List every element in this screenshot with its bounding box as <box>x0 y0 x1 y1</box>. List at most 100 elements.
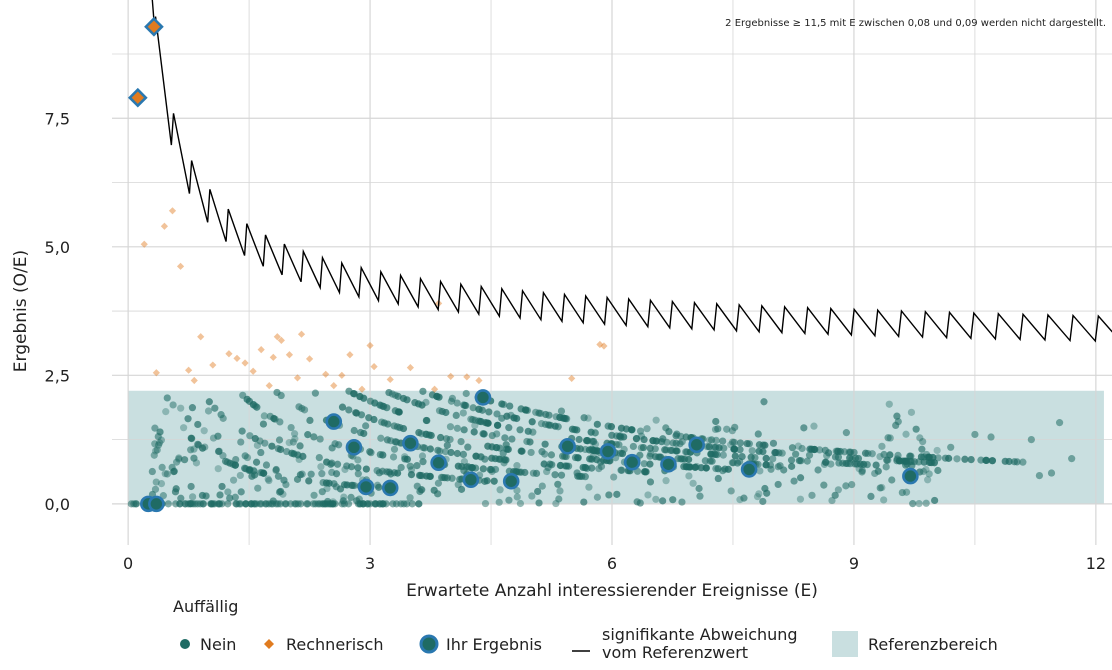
nein-point <box>349 481 357 490</box>
nein-point <box>172 500 180 508</box>
line-icon <box>572 650 590 652</box>
nein-point <box>256 437 264 445</box>
ihr-ergebnis-point <box>357 478 375 496</box>
nein-point <box>987 433 995 441</box>
legend-label-nein: Nein <box>200 634 237 654</box>
nein-point <box>886 451 894 459</box>
nein-point <box>731 423 739 431</box>
nein-point <box>481 419 489 427</box>
nein-point <box>347 463 356 471</box>
nein-point <box>481 455 489 463</box>
nein-point <box>552 413 560 421</box>
nein-point <box>610 473 618 481</box>
rechnerisch-point <box>322 370 330 378</box>
ihr-ergebnis-point <box>127 87 148 108</box>
nein-point <box>454 462 462 470</box>
nein-point <box>521 468 529 477</box>
nein-point <box>967 456 975 464</box>
nein-point <box>397 500 405 508</box>
rechnerisch-point <box>197 333 205 341</box>
nein-point <box>304 431 312 439</box>
nein-point <box>448 474 456 482</box>
nein-point <box>265 476 273 485</box>
rechnerisch-point <box>568 374 576 383</box>
nein-point <box>555 495 563 503</box>
nein-point <box>247 500 255 508</box>
nein-point <box>338 403 347 411</box>
nein-point <box>529 428 537 436</box>
nein-point <box>755 490 763 498</box>
nein-point <box>571 453 580 462</box>
nein-point <box>387 470 395 478</box>
nein-point <box>241 452 249 460</box>
rechnerisch-point <box>297 330 306 338</box>
nein-point <box>659 435 667 443</box>
nein-point <box>446 423 455 431</box>
nein-point <box>200 427 208 435</box>
ihr-ergebnis-point <box>599 443 617 460</box>
nein-point <box>316 435 324 443</box>
nein-point <box>434 479 443 487</box>
nein-point <box>763 489 771 497</box>
nein-point <box>202 492 210 500</box>
nein-point <box>257 448 265 457</box>
nein-point <box>605 491 613 499</box>
nein-point <box>794 442 802 450</box>
nein-point <box>714 474 722 483</box>
nein-point <box>668 446 676 455</box>
nein-point <box>396 423 404 432</box>
nein-point <box>435 407 444 415</box>
nein-point <box>354 464 362 472</box>
nein-point <box>686 463 694 471</box>
nein-point <box>380 419 388 427</box>
nein-point <box>591 440 600 448</box>
rechnerisch-point <box>233 354 241 362</box>
nein-point <box>880 496 888 504</box>
nein-point <box>691 463 699 471</box>
nein-point <box>629 442 637 451</box>
nein-point <box>551 471 559 479</box>
nein-point <box>673 430 681 438</box>
nein-point <box>535 499 543 507</box>
nein-point <box>916 434 924 442</box>
nein-point <box>953 455 961 463</box>
legend-label-signifikante-abweichung: signifikante Abweichung vom Referenzwert <box>602 625 798 662</box>
dot-icon <box>180 639 190 649</box>
nein-point <box>637 444 645 452</box>
nein-point <box>187 434 195 442</box>
nein-point <box>795 457 803 465</box>
nein-point <box>893 412 901 420</box>
nein-point <box>297 500 305 508</box>
nein-point <box>922 499 930 507</box>
nein-point <box>652 416 660 424</box>
nein-point <box>617 466 625 474</box>
nein-point <box>379 451 387 459</box>
nein-point <box>736 439 745 447</box>
nein-point <box>353 497 361 505</box>
nein-point <box>130 500 138 508</box>
nein-point <box>285 439 293 447</box>
nein-point <box>339 497 347 505</box>
nein-point <box>276 500 285 508</box>
nein-point <box>669 496 677 504</box>
nein-point <box>434 490 442 498</box>
nein-point <box>842 429 850 437</box>
nein-point <box>788 444 797 452</box>
nein-point <box>151 424 159 432</box>
nein-point <box>422 430 430 438</box>
nein-point <box>314 500 322 508</box>
legend-label-ihr-ergebnis: Ihr Ergebnis <box>446 634 543 654</box>
nein-point <box>481 477 489 485</box>
nein-point <box>907 408 916 416</box>
y-axis-label: Ergebnis (O/E) <box>11 250 31 372</box>
nein-point <box>494 421 502 429</box>
nein-point <box>151 440 159 448</box>
ihr-ergebnis-point <box>402 434 419 452</box>
nein-point <box>253 403 261 411</box>
nein-point <box>709 450 717 458</box>
rechnerisch-point <box>140 240 148 248</box>
nein-point <box>753 493 762 501</box>
nein-point <box>215 447 223 456</box>
nein-point <box>893 455 901 463</box>
nein-point <box>552 499 560 508</box>
